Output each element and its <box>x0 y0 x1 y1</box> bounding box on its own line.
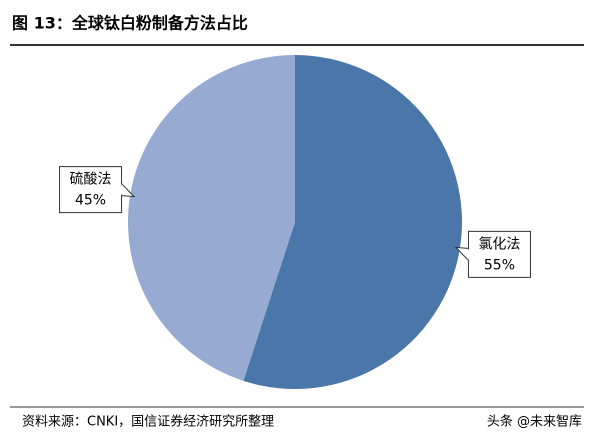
slice-value-label: 45% <box>75 193 106 209</box>
source-note: 资料来源：CNKI，国信证券经济研究所整理 <box>22 414 274 430</box>
chart-title: 图 13：全球钛白粉制备方法占比 <box>12 14 248 33</box>
slice-value-label: 55% <box>484 257 515 273</box>
pie-slice <box>243 55 462 389</box>
watermark: 头条 @未来智库 <box>487 414 582 430</box>
pie-slice <box>128 55 295 381</box>
slice-label: 氯化法 <box>478 236 520 252</box>
callout-box <box>467 230 531 278</box>
slice-label: 硫酸法 <box>70 172 112 188</box>
